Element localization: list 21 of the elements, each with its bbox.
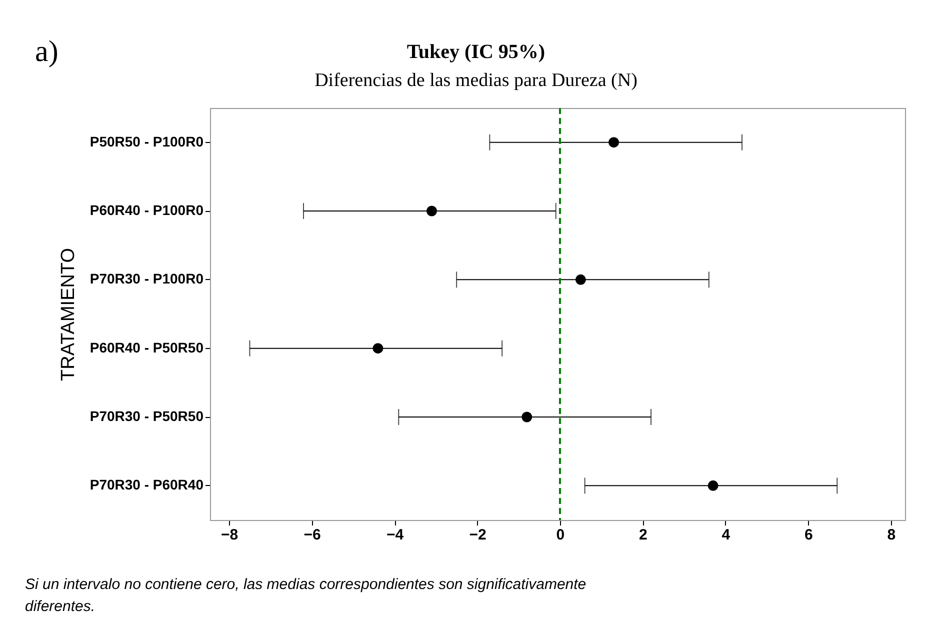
chart-title: Tukey (IC 95%) — [406, 41, 546, 63]
text: Si un intervalo no contiene cero, las medias correspondientes son significativamente — [25, 576, 586, 593]
x-tick-label: −6 — [304, 526, 321, 544]
y-axis-title: TRATAMIENTO — [58, 248, 79, 381]
text: diferentes. — [25, 598, 96, 615]
x-tick-label: 4 — [722, 526, 731, 544]
y-tick-label: P70R30 - P50R50 — [90, 408, 204, 424]
text: a) — [35, 35, 58, 68]
x-tick-label: 8 — [887, 526, 896, 544]
y-tick-label: P60R40 - P100R0 — [90, 202, 204, 218]
x-tick-label: −8 — [220, 526, 238, 544]
y-tick-label: P50R50 - P100R0 — [90, 133, 204, 150]
x-tick-label: 2 — [639, 526, 648, 544]
x-tick-label: −4 — [386, 526, 404, 544]
x-tick-label: −2 — [469, 526, 486, 544]
x-tick-label: 0 — [556, 526, 565, 544]
y-tick-label: P60R40 - P50R50 — [90, 339, 204, 356]
chart-subtitle: Diferencias de las medias para Dureza (N) — [314, 70, 638, 91]
x-tick-label: 6 — [804, 526, 813, 544]
y-tick-label: P70R30 - P60R40 — [90, 476, 204, 493]
y-tick-label: P70R30 - P100R0 — [90, 270, 204, 287]
